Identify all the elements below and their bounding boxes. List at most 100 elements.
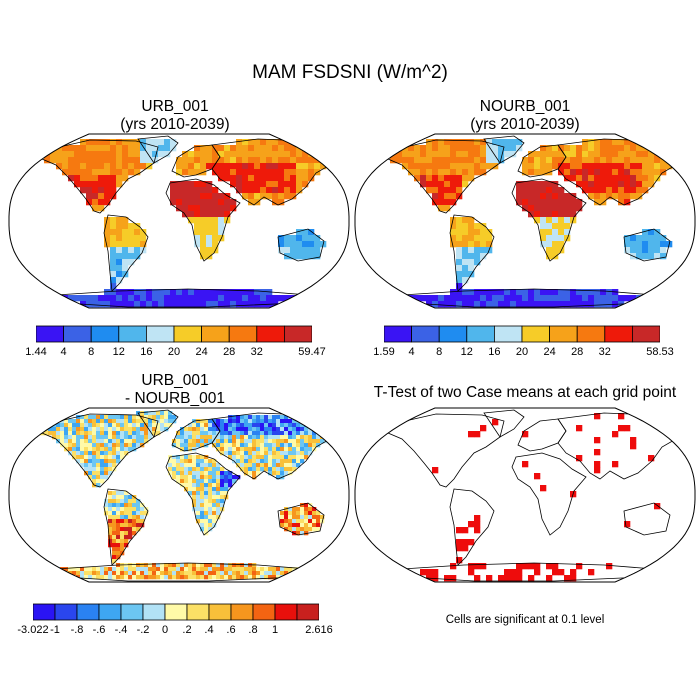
grid-cell (62, 145, 69, 152)
grid-cell (188, 423, 193, 428)
grid-cell (108, 539, 113, 544)
grid-cell (630, 241, 637, 248)
grid-cell (228, 455, 233, 460)
grid-cell (612, 175, 619, 182)
grid-cell (558, 301, 565, 308)
grid-cell (132, 527, 137, 532)
grid-cell (498, 289, 505, 296)
grid-cell (272, 175, 279, 182)
grid-cell (110, 163, 117, 170)
grid-cell (164, 151, 171, 158)
grid-cell (92, 199, 99, 206)
grid-cell (134, 289, 141, 296)
grid-cell (316, 443, 321, 448)
grid-cell (558, 235, 565, 242)
grid-cell (296, 427, 301, 432)
grid-cell (228, 443, 233, 448)
grid-cell (196, 443, 201, 448)
grid-cell (116, 145, 123, 152)
grid-cell (304, 455, 309, 460)
grid-cell (276, 427, 281, 432)
grid-cell (474, 151, 481, 158)
grid-cell (110, 187, 117, 194)
grid-cell (450, 139, 457, 146)
grid-cell (184, 567, 189, 572)
grid-cell (216, 475, 221, 480)
grid-cell (304, 567, 309, 572)
grid-cell (260, 295, 267, 302)
grid-cell (168, 575, 173, 580)
grid-cell (120, 419, 125, 424)
grid-cell (98, 199, 105, 206)
panel3-map (8, 407, 350, 583)
grid-cell (124, 519, 129, 524)
grid-cell (136, 431, 141, 436)
grid-cell (624, 193, 631, 200)
grid-cell (320, 163, 327, 170)
grid-cell (630, 443, 637, 450)
grid-cell (212, 511, 217, 516)
grid-cell (528, 563, 535, 570)
grid-cell (516, 575, 523, 582)
grid-cell (618, 145, 625, 152)
grid-cell (304, 431, 309, 436)
grid-cell (256, 439, 261, 444)
grid-cell (666, 151, 673, 158)
grid-cell (456, 169, 463, 176)
grid-cell (208, 575, 213, 580)
grid-cell (116, 259, 123, 266)
grid-cell (116, 151, 123, 158)
grid-cell (278, 235, 285, 242)
grid-cell (272, 145, 279, 152)
grid-cell (304, 507, 309, 512)
grid-cell (72, 431, 77, 436)
grid-cell (132, 523, 137, 528)
grid-cell (128, 499, 133, 504)
grid-cell (194, 235, 201, 242)
colorbar-tick-label: 28 (223, 346, 236, 358)
grid-cell (112, 451, 117, 456)
grid-cell (204, 479, 209, 484)
grid-cell (462, 235, 469, 242)
grid-cell (268, 447, 273, 452)
grid-cell (272, 157, 279, 164)
grid-cell (200, 223, 207, 230)
grid-cell (182, 199, 189, 206)
grid-cell (278, 175, 285, 182)
grid-cell (140, 431, 145, 436)
grid-cell (104, 229, 111, 236)
grid-cell (312, 507, 317, 512)
grid-cell (642, 235, 649, 242)
grid-cell (600, 169, 607, 176)
grid-cell (304, 439, 309, 444)
grid-cell (260, 187, 267, 194)
grid-cell (112, 427, 117, 432)
grid-cell (576, 181, 583, 188)
grid-cell (206, 301, 213, 308)
grid-cell (498, 301, 505, 308)
grid-cell (224, 145, 231, 152)
grid-cell (302, 157, 309, 164)
grid-cell (624, 181, 631, 188)
grid-cell (522, 301, 529, 308)
grid-cell (468, 217, 475, 224)
grid-cell (308, 515, 313, 520)
grid-cell (204, 483, 209, 488)
grid-cell (188, 443, 193, 448)
grid-cell (112, 571, 117, 576)
grid-cell (606, 175, 613, 182)
grid-cell (516, 289, 523, 296)
grid-cell (140, 415, 145, 420)
grid-cell (528, 151, 535, 158)
grid-cell (98, 139, 105, 146)
grid-cell (636, 151, 643, 158)
grid-cell (284, 235, 291, 242)
grid-cell (134, 235, 141, 242)
grid-cell (98, 187, 105, 194)
grid-cell (128, 157, 135, 164)
grid-cell (260, 169, 267, 176)
grid-cell (124, 543, 129, 548)
grid-cell (164, 411, 169, 416)
grid-cell (624, 163, 631, 170)
grid-cell (558, 193, 565, 200)
